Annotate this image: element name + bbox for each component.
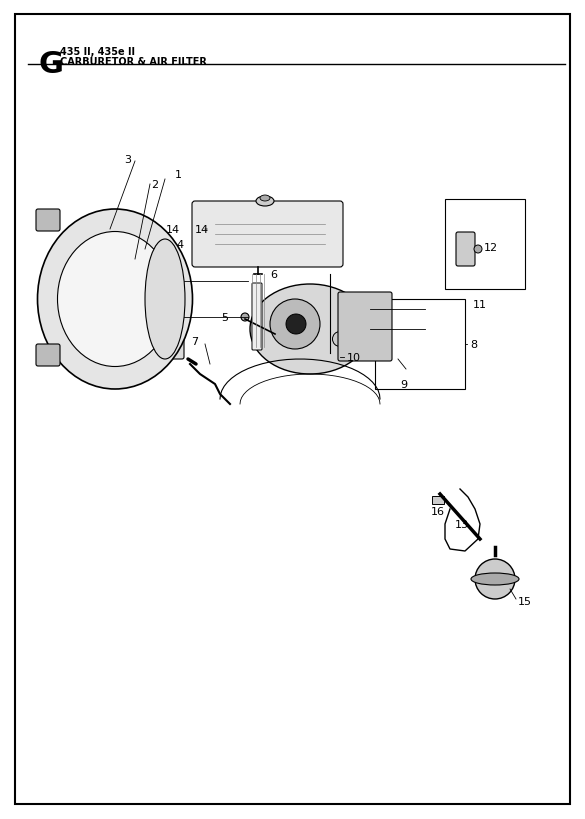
Text: 6: 6 (270, 269, 277, 279)
Text: 2: 2 (152, 180, 159, 190)
Text: 1: 1 (174, 170, 181, 180)
Text: 15: 15 (518, 596, 532, 606)
FancyBboxPatch shape (338, 292, 392, 361)
FancyBboxPatch shape (252, 283, 262, 351)
Ellipse shape (57, 233, 173, 367)
Ellipse shape (145, 240, 185, 360)
Text: 12: 12 (484, 242, 498, 253)
Text: 11: 11 (473, 300, 487, 310)
Text: CARBURETOR & AIR FILTER: CARBURETOR & AIR FILTER (60, 57, 207, 67)
Text: 10: 10 (347, 352, 361, 363)
Ellipse shape (340, 319, 350, 329)
Text: 9: 9 (400, 379, 407, 390)
FancyBboxPatch shape (36, 210, 60, 232)
Ellipse shape (270, 300, 320, 350)
Text: 16: 16 (431, 506, 445, 516)
Text: G: G (38, 50, 63, 79)
Text: 8: 8 (470, 340, 477, 350)
Ellipse shape (250, 285, 370, 374)
Ellipse shape (256, 197, 274, 206)
Ellipse shape (475, 559, 515, 600)
Ellipse shape (37, 210, 192, 390)
FancyBboxPatch shape (192, 201, 343, 268)
FancyBboxPatch shape (168, 276, 184, 360)
FancyBboxPatch shape (36, 345, 60, 367)
Text: 14: 14 (195, 224, 209, 235)
Ellipse shape (286, 314, 306, 335)
Text: 435 II, 435e II: 435 II, 435e II (60, 47, 135, 57)
Ellipse shape (471, 573, 519, 586)
Ellipse shape (474, 246, 482, 254)
Text: 7: 7 (191, 337, 198, 346)
Ellipse shape (241, 314, 249, 322)
Text: 13: 13 (455, 519, 469, 529)
Ellipse shape (260, 196, 270, 201)
Text: 4: 4 (177, 240, 184, 250)
Bar (445, 200, 525, 290)
Ellipse shape (332, 332, 347, 347)
Bar (375, 300, 465, 390)
Bar (322, 354, 338, 365)
FancyBboxPatch shape (456, 233, 475, 267)
Text: 5: 5 (222, 313, 229, 323)
Text: 3: 3 (125, 155, 132, 165)
Bar (432, 496, 444, 505)
Text: 14: 14 (166, 224, 180, 235)
